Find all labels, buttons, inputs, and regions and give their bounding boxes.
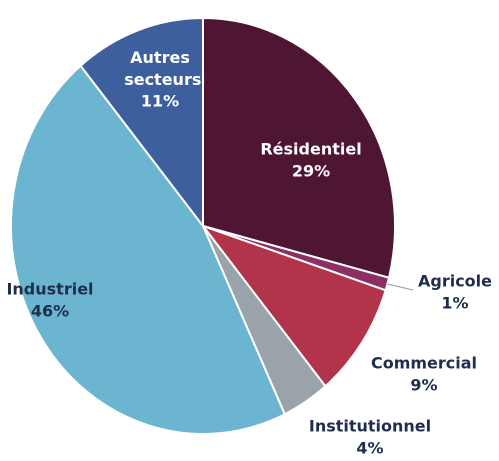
slice-label: Résidentiel [260,140,361,159]
slice-label: Industriel [6,280,93,299]
slice-value-label: 4% [356,439,383,458]
pie-slice [10,64,287,435]
leader-line [387,283,414,291]
pie-slice [202,16,396,279]
slice-value-label: 46% [31,302,69,321]
pie-slice [200,223,387,388]
slice-value-label: 29% [292,162,330,181]
slice-value-label: 11% [141,92,179,111]
slice-label: Agricole [418,272,492,291]
slice-label: Autres secteurs [119,48,202,89]
slice-label: Commercial [371,354,477,373]
slice-value-label: 9% [410,376,437,395]
pie-slice [79,16,204,229]
slice-label: Institutionnel [309,417,431,436]
slice-value-label: 1% [441,294,468,313]
